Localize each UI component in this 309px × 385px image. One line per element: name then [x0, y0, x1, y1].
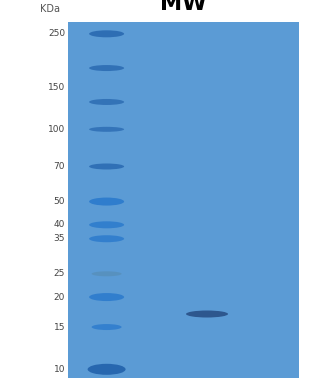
Text: 150: 150 [48, 82, 65, 92]
Bar [68, 22, 299, 378]
Ellipse shape [89, 293, 124, 301]
Text: 250: 250 [48, 29, 65, 38]
Text: 50: 50 [53, 197, 65, 206]
Ellipse shape [89, 99, 124, 105]
Ellipse shape [89, 127, 124, 132]
Ellipse shape [89, 235, 124, 242]
Ellipse shape [88, 364, 125, 375]
Ellipse shape [186, 311, 228, 318]
Text: 100: 100 [48, 125, 65, 134]
Text: 35: 35 [53, 234, 65, 243]
Text: 25: 25 [54, 269, 65, 278]
Text: MW: MW [160, 0, 207, 14]
Text: 40: 40 [54, 220, 65, 229]
Text: 10: 10 [53, 365, 65, 374]
Text: 15: 15 [53, 323, 65, 331]
Ellipse shape [89, 198, 124, 206]
Ellipse shape [91, 324, 122, 330]
Text: 20: 20 [54, 293, 65, 301]
Ellipse shape [89, 30, 124, 37]
Ellipse shape [89, 221, 124, 228]
Ellipse shape [91, 271, 122, 276]
Text: KDa: KDa [40, 4, 60, 14]
Ellipse shape [89, 164, 124, 169]
Text: 70: 70 [53, 162, 65, 171]
Ellipse shape [89, 65, 124, 71]
